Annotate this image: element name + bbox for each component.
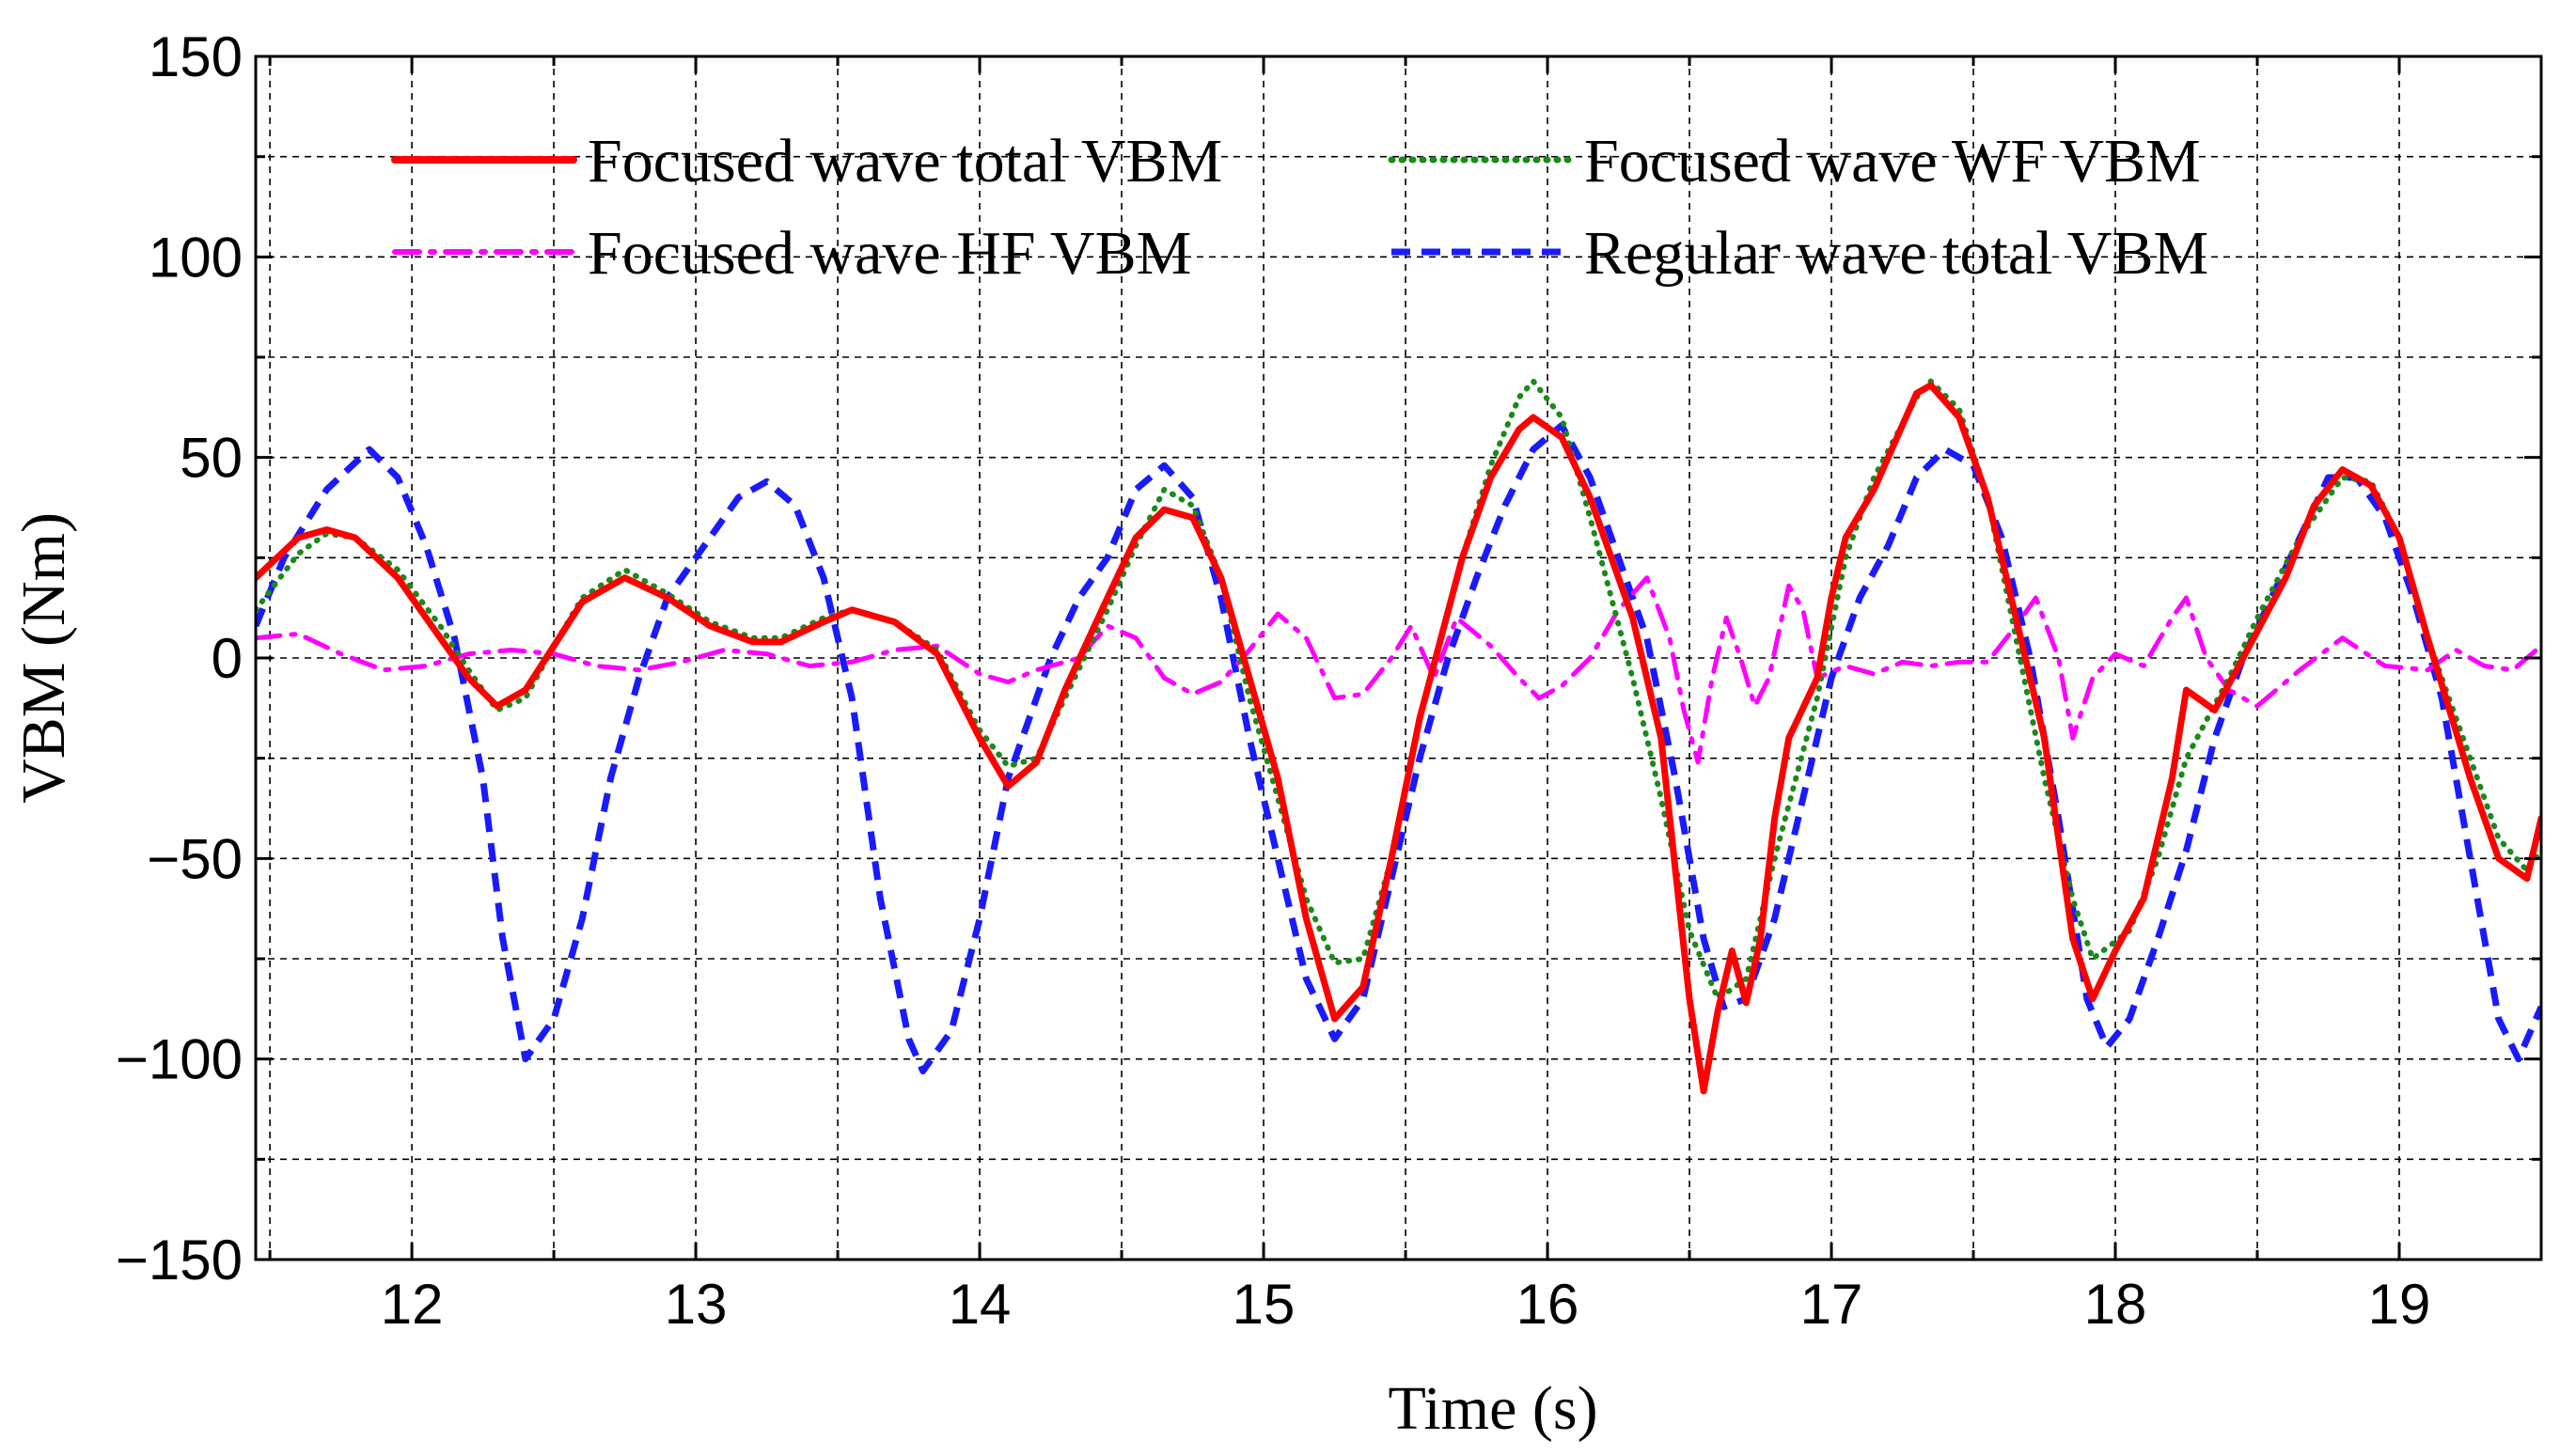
x-tick-label: 15 [1233, 1273, 1296, 1336]
x-tick-label: 17 [1800, 1273, 1863, 1336]
legend-label-hf: Focused wave HF VBM [588, 219, 1191, 288]
series-line-focused-wave-total-vbm [256, 382, 2541, 1095]
y-axis-title: VBM (Nm) [9, 512, 78, 804]
y-tick-label: 50 [180, 427, 243, 490]
y-tick-label: 100 [149, 226, 243, 289]
legend-label-wf: Focused wave WF VBM [1584, 127, 2201, 196]
x-tick-label: 16 [1516, 1273, 1579, 1336]
y-tick-label: −50 [147, 827, 243, 890]
x-axis-title: Time (s) [1388, 1374, 1597, 1443]
legend: Focused wave total VBM Focused wave WF V… [391, 127, 2208, 288]
series-line-regular-wave-total-vbm [256, 422, 2541, 1074]
series-line-focused-wave-hf-vbm [256, 575, 2541, 765]
legend-label-total: Focused wave total VBM [588, 127, 1222, 196]
y-tick-label: −150 [116, 1229, 243, 1292]
legend-label-regular: Regular wave total VBM [1584, 219, 2208, 288]
x-tick-label: 19 [2368, 1273, 2431, 1336]
x-tick-label: 14 [949, 1273, 1012, 1336]
series-lines [256, 378, 2541, 1095]
grid-lines [256, 56, 2541, 1260]
y-tick-label: 0 [212, 627, 243, 690]
x-tick-label: 12 [381, 1273, 444, 1336]
x-tick-labels: 12 13 14 15 16 17 18 19 [381, 1273, 2431, 1336]
axis-ticks [256, 55, 2541, 1261]
y-tick-label: −100 [116, 1028, 243, 1091]
x-tick-label: 13 [665, 1273, 728, 1336]
y-tick-labels: −150 −100 −50 0 50 100 150 [116, 25, 243, 1292]
x-tick-label: 18 [2084, 1273, 2147, 1336]
y-tick-label: 150 [149, 25, 243, 88]
